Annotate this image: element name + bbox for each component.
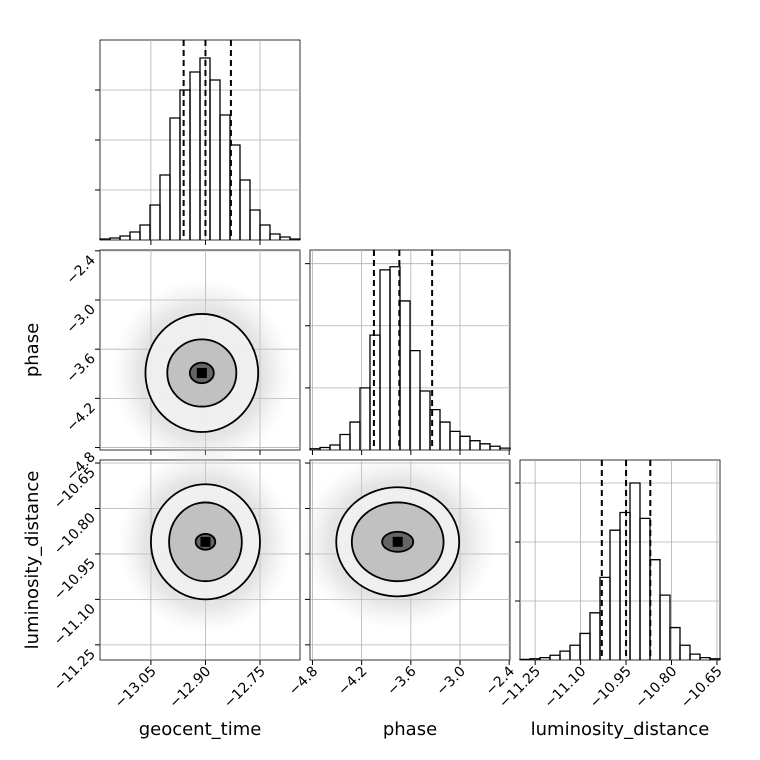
- histogram-bin: [669, 626, 681, 660]
- histogram-bin: [259, 224, 271, 240]
- x-tick-label: −11.10: [541, 664, 589, 712]
- y-tick-label: −2.4: [63, 252, 98, 287]
- x-tick-label: −13.05: [112, 664, 160, 712]
- x-tick-label: −4.2: [335, 664, 370, 699]
- x-tick-label: −12.75: [221, 664, 269, 712]
- density-peak: [200, 536, 211, 547]
- x-tick-label: −12.90: [166, 664, 214, 712]
- y-tick-label: −10.95: [51, 555, 99, 603]
- x-tick-label: −4.8: [286, 664, 321, 699]
- x-axis-label: luminosity_distance: [531, 719, 710, 740]
- y-axis-label: luminosity_distance: [22, 471, 43, 650]
- histogram-bin: [679, 644, 691, 660]
- x-tick-label: −10.80: [632, 664, 680, 712]
- y-tick-label: −3.6: [63, 351, 98, 386]
- y-tick-label: −10.80: [51, 510, 99, 558]
- x-axis-label: geocent_time: [139, 719, 262, 740]
- histogram-bin: [519, 658, 531, 661]
- histogram-bin: [709, 658, 721, 660]
- density-peak: [392, 536, 403, 547]
- x-tick-label: −3.6: [384, 663, 419, 698]
- y-tick-label: −3.0: [63, 302, 98, 337]
- y-tick-label: −11.25: [51, 646, 99, 694]
- y-tick-label: −11.10: [51, 601, 99, 649]
- y-tick-label: −4.2: [63, 400, 98, 435]
- density-peak: [196, 367, 207, 378]
- x-tick-label: −10.65: [678, 664, 726, 712]
- x-tick-label: −10.95: [587, 664, 635, 712]
- x-tick-label: −3.0: [433, 664, 468, 699]
- y-axis-label: phase: [22, 323, 43, 377]
- histogram-bin: [499, 447, 511, 450]
- x-axis-label: phase: [383, 719, 437, 740]
- histogram-bin: [289, 238, 301, 240]
